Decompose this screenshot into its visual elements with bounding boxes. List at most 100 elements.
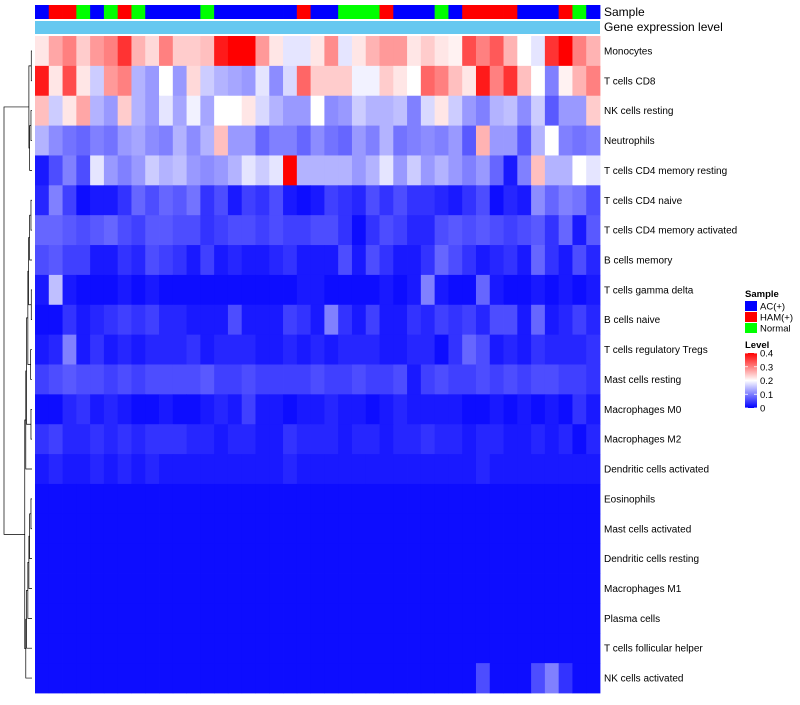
heatmap-cell [90, 185, 105, 216]
heatmap-cell [338, 185, 353, 216]
heatmap-cell [117, 65, 132, 97]
heatmap-cell [200, 424, 215, 455]
heatmap-cell [214, 543, 229, 574]
heatmap-cell [227, 125, 243, 156]
heatmap-cell [434, 36, 449, 67]
heatmap-cell [283, 95, 298, 126]
row-label: Macrophages M1 [604, 584, 682, 595]
heatmap-cell [517, 245, 532, 276]
expression-annotation-cell [35, 21, 600, 34]
heatmap-cell [62, 663, 77, 694]
heatmap-cell [379, 424, 394, 455]
heatmap-cell [351, 125, 367, 156]
heatmap-cell [393, 573, 408, 604]
heatmap-cell [586, 185, 601, 216]
heatmap-cell [172, 155, 187, 186]
heatmap-cell [544, 215, 560, 246]
heatmap-cell [62, 65, 77, 97]
heatmap-cell [145, 424, 160, 455]
heatmap-cell [420, 36, 436, 67]
heatmap-cell [255, 663, 270, 694]
heatmap-cell [76, 394, 91, 425]
heatmap-cell [48, 245, 63, 276]
heatmap-cell [379, 155, 394, 186]
heatmap-cell [351, 334, 367, 365]
heatmap-cell [448, 65, 463, 97]
heatmap-cell [35, 454, 50, 485]
heatmap-cell [434, 394, 449, 425]
heatmap-cell [159, 125, 174, 156]
heatmap-cell [544, 125, 560, 156]
heatmap-cell [159, 573, 174, 604]
heatmap-cell [365, 573, 380, 604]
heatmap-cell [241, 334, 256, 365]
heatmap-cell [269, 513, 284, 545]
dendrogram-branch [30, 408, 32, 440]
heatmap-cell [407, 573, 422, 604]
heatmap-cell [269, 543, 284, 574]
heatmap-cell [310, 483, 325, 515]
heatmap-cell [586, 215, 601, 246]
heatmap-cell [558, 95, 573, 126]
heatmap-cell [407, 245, 422, 276]
heatmap-cell [531, 603, 546, 634]
heatmap-cell [531, 513, 546, 545]
heatmap-cell [407, 185, 422, 216]
heatmap-cell [407, 125, 422, 156]
heatmap-cell [586, 543, 601, 574]
heatmap-cell [131, 513, 146, 545]
heatmap-cell [517, 603, 532, 634]
dendrogram-branch [28, 535, 32, 589]
heatmap-cell [503, 543, 518, 574]
heatmap-cell [214, 304, 229, 336]
heatmap-cell [586, 155, 601, 186]
heatmap-cell [35, 125, 50, 156]
sample-annotation-cell [393, 5, 408, 19]
heatmap-cell [310, 155, 325, 186]
heatmap-cell [338, 125, 353, 156]
heatmap-cell [475, 394, 491, 425]
heatmap-cell [544, 424, 560, 455]
heatmap-cell [145, 483, 160, 515]
heatmap-cell [269, 304, 284, 336]
heatmap-cell [517, 304, 532, 336]
heatmap-cell [531, 394, 546, 425]
heatmap-cell [159, 543, 174, 574]
heatmap-cell [531, 36, 546, 67]
heatmap-cell [434, 185, 449, 216]
heatmap-cell [35, 364, 50, 395]
heatmap-cell [48, 95, 63, 126]
heatmap-cell [475, 304, 491, 336]
heatmap-cell [200, 483, 215, 515]
heatmap-cell [324, 125, 339, 156]
heatmap-cell [227, 513, 243, 545]
heatmap-cell [76, 334, 91, 365]
heatmap-cell [186, 364, 201, 395]
heatmap-cell [76, 483, 91, 515]
heatmap-cell [159, 454, 174, 485]
heatmap-cell [283, 394, 298, 425]
heatmap-cell [448, 125, 463, 156]
heatmap-cell [338, 36, 353, 67]
heatmap-cell [48, 543, 63, 574]
level-tick-label: 0.4 [760, 349, 773, 360]
heatmap-cell [117, 364, 132, 395]
heatmap-cell [475, 424, 491, 455]
heatmap-cell [324, 513, 339, 545]
row-label: T cells CD4 naive [604, 196, 683, 207]
sample-annotation-cell [241, 5, 256, 19]
row-label: Eosinophils [604, 494, 655, 505]
heatmap-cell [558, 603, 573, 634]
heatmap-cell [269, 663, 284, 694]
heatmap-cell [324, 245, 339, 276]
heatmap-cell [393, 513, 408, 545]
heatmap-cell [475, 36, 491, 67]
heatmap-cell [200, 663, 215, 694]
heatmap-cell [131, 215, 146, 246]
heatmap-cell [310, 65, 325, 97]
sample-annotation-cell [62, 5, 77, 19]
heatmap-cell [365, 95, 380, 126]
heatmap-cell [489, 155, 504, 186]
heatmap-cell [296, 543, 312, 574]
